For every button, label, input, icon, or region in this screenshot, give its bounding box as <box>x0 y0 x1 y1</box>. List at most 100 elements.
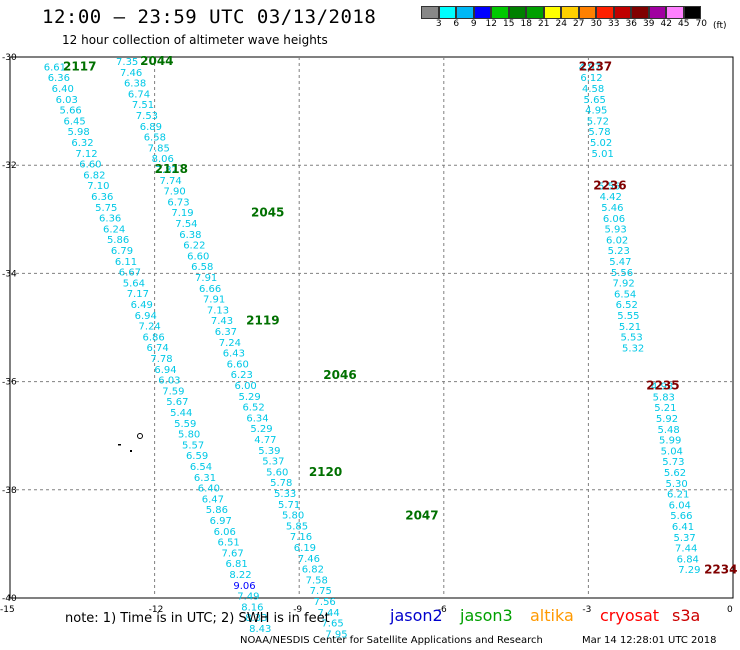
swh-value: 5.02 <box>590 138 612 149</box>
swh-value: 6.36 <box>91 192 113 203</box>
swh-value: 6.03 <box>158 376 180 387</box>
swh-value: 7.46 <box>120 68 142 79</box>
swh-value: 6.06 <box>214 527 236 538</box>
lon-tick-label: -12 <box>149 605 164 615</box>
color-scale-legend: 3 6 9 12 15 18 21 24 27 30 33 36 39 42 45 70 <box>421 6 710 29</box>
swh-value: 5.86 <box>107 235 129 246</box>
color-scale-tick: 15 <box>503 19 515 29</box>
swh-value: 5.67 <box>166 397 188 408</box>
swh-value: 6.94 <box>135 311 157 322</box>
lon-tick-label: -6 <box>438 605 447 615</box>
swh-value: 5.46 <box>601 203 623 214</box>
swh-value: 5.92 <box>656 414 678 425</box>
swh-value: 4.97 <box>579 62 601 73</box>
swh-value: 7.82 <box>156 165 178 176</box>
swh-value: 5.04 <box>661 446 683 457</box>
lon-tick-label: -9 <box>293 605 302 615</box>
swh-value: 7.10 <box>87 181 109 192</box>
swh-value: 6.49 <box>131 300 153 311</box>
lat-tick-label: -40 <box>2 594 17 604</box>
swh-value: 6.38 <box>124 79 146 90</box>
swh-value: 5.66 <box>670 511 692 522</box>
swh-value: 5.86 <box>206 505 228 516</box>
swh-value: 6.04 <box>669 500 691 511</box>
swh-value: 8.43 <box>249 624 271 635</box>
legend-s3a: s3a <box>672 606 701 625</box>
swh-value: 6.19 <box>294 543 316 554</box>
swh-value: 6.60 <box>187 251 209 262</box>
swh-value: 7.12 <box>75 149 97 160</box>
color-swatch <box>613 6 631 19</box>
swh-value: 5.37 <box>262 457 284 468</box>
lon-tick-label: -15 <box>0 605 15 615</box>
swh-value: 5.71 <box>278 500 300 511</box>
pass-time-label: 2046 <box>323 368 356 382</box>
swh-value: 4.42 <box>600 192 622 203</box>
swh-value: 6.67 <box>119 268 141 279</box>
swh-value: 6.40 <box>52 84 74 95</box>
swh-value: 5.57 <box>182 440 204 451</box>
lat-tick-label: -30 <box>2 53 17 63</box>
swh-value: 6.31 <box>194 473 216 484</box>
color-scale-tick: 3 <box>435 19 442 29</box>
swh-value: 5.75 <box>95 203 117 214</box>
swh-value: 5.78 <box>588 127 610 138</box>
swh-value: 7.91 <box>195 273 217 284</box>
legend-cryosat: cryosat <box>600 606 660 625</box>
swh-value: 6.36 <box>48 73 70 84</box>
lon-tick-label: 0 <box>727 605 733 615</box>
swh-value: 5.48 <box>657 425 679 436</box>
pass-time-label: 2045 <box>251 205 284 219</box>
swh-value: 8.06 <box>152 154 174 165</box>
swh-value: 5.44 <box>170 408 192 419</box>
swh-value: 6.60 <box>227 359 249 370</box>
swh-value: 5.29 <box>238 392 260 403</box>
swh-value: 6.11 <box>115 257 137 268</box>
color-swatch <box>578 6 596 19</box>
swh-value: 6.58 <box>191 262 213 273</box>
swh-value: 6.54 <box>614 289 636 300</box>
swh-value: 5.78 <box>270 478 292 489</box>
footer-note: note: 1) Time is in UTC; 2) SWH is in fe… <box>65 611 330 626</box>
swh-value: 5.83 <box>653 392 675 403</box>
color-swatch <box>421 6 439 19</box>
color-scale-tick: 24 <box>555 19 567 29</box>
swh-value: 6.34 <box>246 413 268 424</box>
swh-value: 8.22 <box>229 570 251 581</box>
color-scale-tick: 9 <box>470 19 477 29</box>
swh-value: 6.40 <box>198 484 220 495</box>
swh-value: 5.47 <box>609 257 631 268</box>
swh-value: 5.33 <box>274 489 296 500</box>
swh-value: 7.78 <box>150 354 172 365</box>
swh-value: 7.53 <box>136 111 158 122</box>
color-scale-tick: 27 <box>573 19 585 29</box>
swh-value: 7.74 <box>159 176 181 187</box>
swh-value: 6.45 <box>63 116 85 127</box>
map-frame <box>9 56 734 599</box>
page-subtitle: 12 hour collection of altimeter wave hei… <box>62 33 328 47</box>
swh-value: 7.19 <box>171 208 193 219</box>
swh-value: 7.58 <box>306 575 328 586</box>
swh-value: 5.60 <box>266 467 288 478</box>
swh-value: 5.55 <box>617 311 639 322</box>
color-scale-unit: (ft) <box>713 21 727 31</box>
swh-value: 5.01 <box>592 149 614 160</box>
color-swatch <box>456 6 474 19</box>
swh-value: 7.67 <box>221 548 243 559</box>
color-swatch <box>438 6 456 19</box>
color-scale-tick: 42 <box>660 19 672 29</box>
swh-value: 6.74 <box>128 89 150 100</box>
legend-jason3: jason3 <box>460 606 513 625</box>
color-scale-tick: 36 <box>625 19 637 29</box>
lat-tick-label: -32 <box>2 161 17 171</box>
color-scale-tick: 33 <box>608 19 620 29</box>
pass-time-label: 2118 <box>155 162 188 176</box>
swh-value: 5.62 <box>664 468 686 479</box>
pass-time-label: 2117 <box>63 59 96 73</box>
swh-value: 5.73 <box>662 457 684 468</box>
swh-value: 6.06 <box>603 214 625 225</box>
swh-value: 6.51 <box>218 538 240 549</box>
swh-value: 7.24 <box>139 322 161 333</box>
swh-value: 4.77 <box>254 435 276 446</box>
